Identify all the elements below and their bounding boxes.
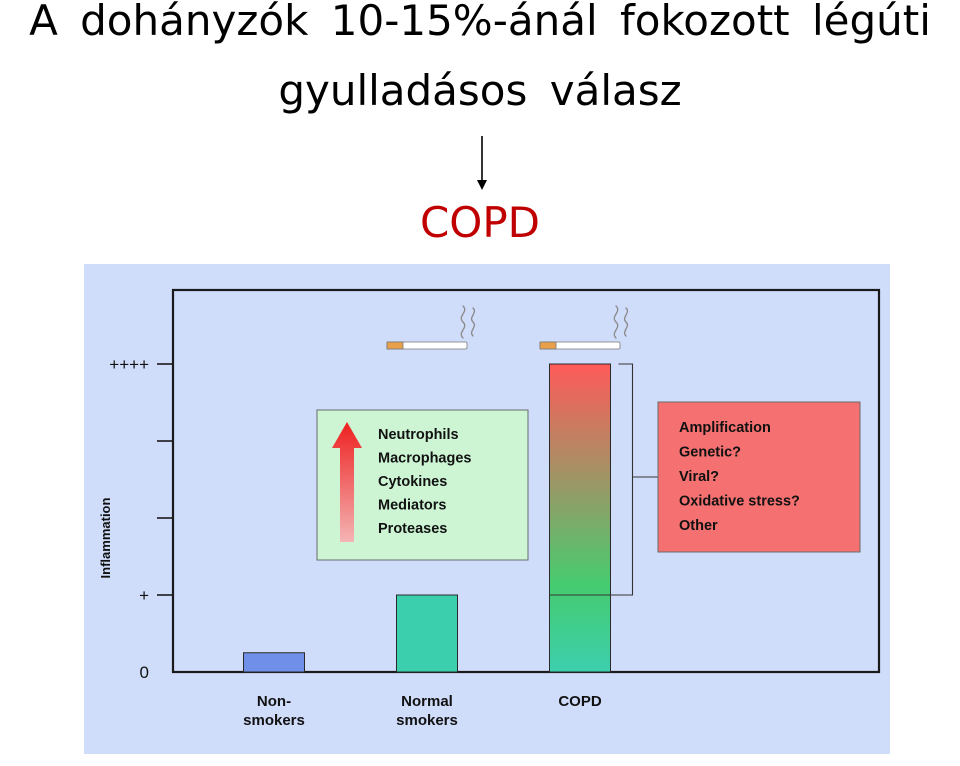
copd-factor-item: Genetic? [679,445,741,461]
category-label: COPD [558,693,602,710]
mediator-item: Mediators [378,498,447,514]
bar-2 [549,363,611,673]
title-line-1: A dohányzók 10-15%-ánál fokozott légúti [29,0,931,45]
copd-factor-item: Viral? [679,469,719,485]
cigarette-icon [539,341,621,350]
copd-factor-item: Other [679,518,718,534]
copd-factors-box: Amplification Genetic? Viral? Oxidative str… [657,401,861,553]
copd-factor-item: Oxidative stress? [679,494,800,510]
y-tick-label: 0 [140,663,149,682]
mediators-box: Neutrophils Macrophages Cytokines Mediators… [316,409,529,561]
y-tick-label: + [139,586,149,605]
category-label: smokers [243,712,305,729]
inflammation-chart: 0 + ++++ Inflammation Non-smokers Normal smok… [84,264,890,754]
smoke-icon [613,305,629,339]
bar-0 [243,652,305,673]
copd-factor-item: Amplification [679,420,771,436]
bar-1 [396,594,458,673]
mediator-item: Proteases [378,521,447,537]
category-label: Normal [401,693,453,710]
cigarette-icon [386,341,468,350]
down-arrow-icon [477,136,487,190]
y-tick-label: ++++ [109,355,149,374]
category-label: smokers [396,712,458,729]
copd-bracket [549,363,634,596]
title-line-2: gyulladásos válasz [278,66,682,115]
mediator-item: Cytokines [378,474,447,490]
mediator-item: Macrophages [378,451,471,467]
category-label: Non- [257,693,291,710]
up-arrow-icon [332,422,362,542]
y-axis-label: Inflammation [98,497,113,578]
plot-frame [171,288,881,674]
smoke-icon [460,305,476,339]
conclusion-text: COPD [419,198,541,247]
mediator-item: Neutrophils [378,427,459,443]
